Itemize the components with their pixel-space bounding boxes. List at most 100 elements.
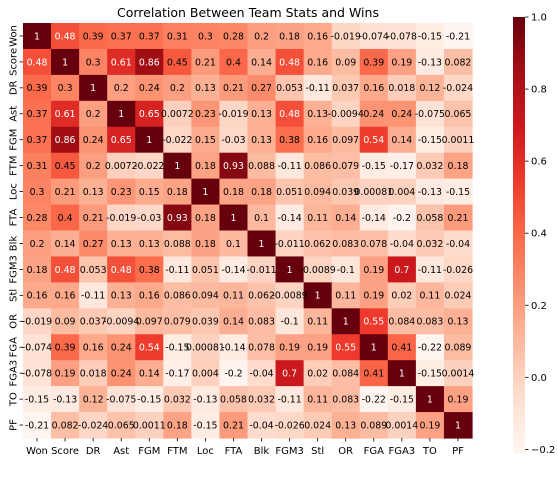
heatmap-cell-12-7 bbox=[219, 334, 249, 361]
cell-value-label-15-13: 0.0014 bbox=[385, 420, 418, 431]
cell-value-label-6-13: 0.004 bbox=[388, 187, 415, 198]
y-tick-label-won: Won bbox=[9, 25, 20, 47]
y-tick-label-or: OR bbox=[9, 314, 20, 329]
cell-value-label-6-12: 0.00081 bbox=[354, 187, 393, 198]
heatmap-cell-3-15 bbox=[443, 100, 473, 128]
heatmap-cell-2-14 bbox=[415, 74, 445, 102]
cell-value-label-10-4: 0.16 bbox=[139, 291, 160, 302]
heatmap-cell-10-5 bbox=[163, 282, 192, 309]
heatmap-cell-14-8 bbox=[247, 386, 277, 413]
cell-value-label-4-2: 0.24 bbox=[83, 135, 104, 146]
cell-value-label-9-3: 0.48 bbox=[111, 265, 132, 276]
heatmap-cell-5-3 bbox=[107, 152, 136, 180]
heatmap-cell-3-14 bbox=[415, 100, 445, 128]
heatmap-cell-13-2 bbox=[79, 360, 108, 387]
heatmap-cell-13-6 bbox=[191, 360, 221, 387]
heatmap-cell-9-0 bbox=[23, 256, 52, 283]
cell-value-label-3-13: 0.24 bbox=[391, 109, 412, 120]
cell-value-label-2-6: 0.13 bbox=[195, 83, 216, 94]
heatmap-cell-0-12 bbox=[359, 23, 389, 50]
heatmap-cell-7-11 bbox=[331, 204, 361, 232]
heatmap-cell-7-12 bbox=[359, 204, 389, 232]
heatmap-cell-0-13 bbox=[387, 23, 417, 50]
cell-value-label-1-15: 0.082 bbox=[445, 57, 472, 68]
heatmap-cell-11-3 bbox=[107, 308, 136, 335]
y-tick-label-fga: FGA bbox=[9, 337, 20, 358]
cell-value-label-14-10: 0.11 bbox=[307, 394, 328, 405]
heatmap-cell-14-7 bbox=[219, 386, 249, 413]
cell-value-label-0-8: 0.2 bbox=[254, 31, 269, 42]
heatmap-cell-12-4 bbox=[135, 334, 164, 361]
colorbar: −0.2 0.0 0.2 0.4 0.6 0.8 1.0 bbox=[513, 13, 555, 456]
heatmap-cell-6-3 bbox=[107, 178, 136, 206]
cell-value-label-14-14: 1 bbox=[427, 394, 433, 405]
cell-value-label-8-10: 0.062 bbox=[304, 239, 331, 250]
cell-value-label-8-2: 0.27 bbox=[83, 239, 104, 250]
x-tick-label-fga: FGA bbox=[364, 446, 385, 457]
heatmap-cell-3-4 bbox=[135, 100, 164, 128]
cell-value-label-5-9: -0.11 bbox=[277, 161, 301, 172]
heatmap-cell-12-12 bbox=[359, 334, 389, 361]
heatmap-cell-13-14 bbox=[415, 360, 445, 387]
cell-value-label-12-10: 0.19 bbox=[307, 343, 328, 354]
cell-value-label-15-5: 0.18 bbox=[167, 420, 188, 431]
heatmap-cell-14-13 bbox=[387, 386, 417, 413]
heatmap-cell-1-0 bbox=[23, 48, 52, 76]
cell-value-label-7-8: 0.1 bbox=[254, 213, 269, 224]
cell-value-label-4-8: 0.13 bbox=[251, 135, 272, 146]
x-tick-label-fgm3: FGM3 bbox=[275, 446, 304, 457]
heatmap-cell-6-12 bbox=[359, 178, 389, 206]
cell-value-label-1-1: 1 bbox=[62, 57, 68, 68]
cell-value-label-8-8: 1 bbox=[259, 239, 265, 250]
cell-value-label-15-7: 0.21 bbox=[223, 420, 244, 431]
heatmap-cell-4-9 bbox=[275, 126, 305, 154]
cell-value-label-14-13: -0.15 bbox=[390, 394, 414, 405]
heatmap-cells bbox=[23, 23, 473, 439]
cell-value-label-4-10: 0.16 bbox=[307, 135, 328, 146]
heatmap-cell-9-2 bbox=[79, 256, 108, 283]
heatmap-cell-12-2 bbox=[79, 334, 108, 361]
cell-value-label-2-15: -0.024 bbox=[443, 83, 473, 94]
cell-value-label-15-14: 0.19 bbox=[419, 420, 440, 431]
cell-value-label-3-4: 0.65 bbox=[139, 109, 160, 120]
heatmap-cell-0-4 bbox=[135, 23, 164, 50]
cell-value-label-4-6: 0.15 bbox=[195, 135, 216, 146]
heatmap-cell-0-10 bbox=[303, 23, 333, 50]
heatmap-cell-15-5 bbox=[163, 412, 192, 439]
heatmap-cell-2-10 bbox=[303, 74, 333, 102]
heatmap-cell-4-5 bbox=[163, 126, 192, 154]
cell-value-label-12-2: 0.16 bbox=[83, 343, 104, 354]
heatmap-cell-14-6 bbox=[191, 386, 221, 413]
y-tick-label-ftm: FTM bbox=[9, 156, 20, 176]
heatmap-cell-3-12 bbox=[359, 100, 389, 128]
heatmap-cell-1-13 bbox=[387, 48, 417, 76]
cell-value-label-12-9: 0.19 bbox=[279, 343, 300, 354]
heatmap-cell-13-5 bbox=[163, 360, 192, 387]
heatmap-cell-2-2 bbox=[79, 74, 108, 102]
heatmap-cell-0-7 bbox=[219, 23, 249, 50]
cell-value-label-2-9: 0.053 bbox=[276, 83, 303, 94]
heatmap-cell-14-3 bbox=[107, 386, 136, 413]
heatmap-cell-labels: 1 0.48 0.39 0.37 0.37 0.31 0.3 0.28 0.2 0.18 0.16-… bbox=[22, 31, 474, 431]
heatmap-cell-6-1 bbox=[51, 178, 80, 206]
heatmap-cell-6-0 bbox=[23, 178, 52, 206]
colorbar-tick-label-6: 1.0 bbox=[531, 13, 547, 24]
heatmap-cell-13-7 bbox=[219, 360, 249, 387]
cell-value-label-15-0: -0.21 bbox=[25, 420, 49, 431]
y-tick-label-fta: FTA bbox=[9, 208, 20, 226]
heatmap-cell-7-0 bbox=[23, 204, 52, 232]
cell-value-label-14-15: 0.19 bbox=[448, 394, 469, 405]
heatmap-cell-14-9 bbox=[275, 386, 305, 413]
cell-value-label-7-14: 0.058 bbox=[416, 213, 443, 224]
heatmap-cell-12-14 bbox=[415, 334, 445, 361]
cell-value-label-12-0: -0.074 bbox=[22, 343, 52, 354]
heatmap-cell-4-6 bbox=[191, 126, 221, 154]
heatmap-cell-11-13 bbox=[387, 308, 417, 335]
cell-value-label-14-7: 0.058 bbox=[220, 394, 247, 405]
cell-value-label-11-12: 0.55 bbox=[363, 317, 384, 328]
heatmap-cell-8-5 bbox=[163, 230, 192, 258]
cell-value-label-3-14: -0.075 bbox=[415, 109, 445, 120]
y-tick-label-blk: Blk bbox=[9, 236, 20, 252]
colorbar-gradient bbox=[513, 17, 525, 453]
cell-value-label-12-13: 0.41 bbox=[391, 343, 412, 354]
